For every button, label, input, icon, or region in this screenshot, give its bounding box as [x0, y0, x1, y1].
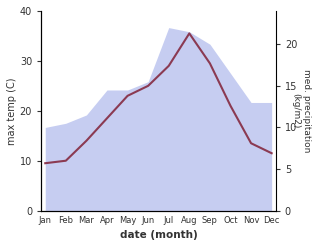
X-axis label: date (month): date (month) [120, 230, 197, 240]
Y-axis label: max temp (C): max temp (C) [7, 77, 17, 144]
Y-axis label: med. precipitation
(kg/m2): med. precipitation (kg/m2) [292, 69, 311, 152]
